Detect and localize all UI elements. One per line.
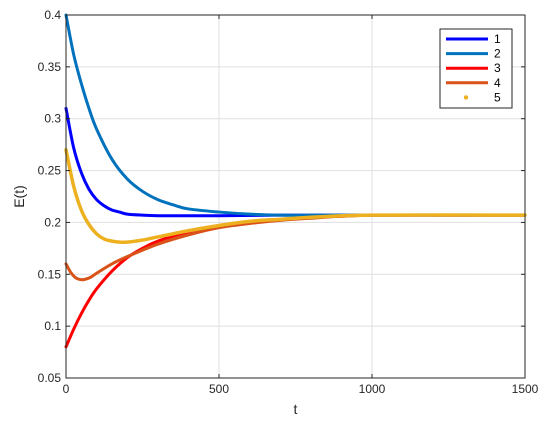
legend-label-1: 1	[494, 32, 501, 46]
series-layer	[64, 13, 527, 349]
x-tick-label: 1000	[359, 382, 386, 396]
ticks: 0 500 1000 1500 0.05 0.1 0.15 0.2 0.25 0.3 0.35 0.4	[38, 8, 539, 396]
y-tick-label: 0.25	[38, 164, 62, 178]
legend-label-2: 2	[494, 47, 501, 61]
legend-marker-5	[463, 95, 469, 100]
x-tick-label: 0	[63, 382, 70, 396]
x-axis-label: t	[294, 401, 298, 417]
y-tick-label: 0.3	[44, 112, 61, 126]
y-tick-label: 0.35	[38, 60, 62, 74]
legend-label-4: 4	[494, 76, 501, 90]
legend-label-3: 3	[494, 61, 501, 75]
y-tick-label: 0.05	[38, 371, 62, 385]
y-tick-label: 0.2	[44, 215, 61, 229]
legend-label-5: 5	[494, 90, 501, 104]
y-tick-label: 0.15	[38, 267, 62, 281]
x-tick-label: 500	[209, 382, 229, 396]
plot-frame	[65, 14, 526, 379]
series-line-5	[64, 148, 527, 245]
y-tick-label: 0.4	[44, 8, 61, 22]
y-tick-label: 0.1	[44, 319, 61, 333]
y-axis-label: E(t)	[11, 185, 27, 208]
series-line-2	[64, 13, 527, 217]
x-tick-label: 1500	[512, 382, 539, 396]
